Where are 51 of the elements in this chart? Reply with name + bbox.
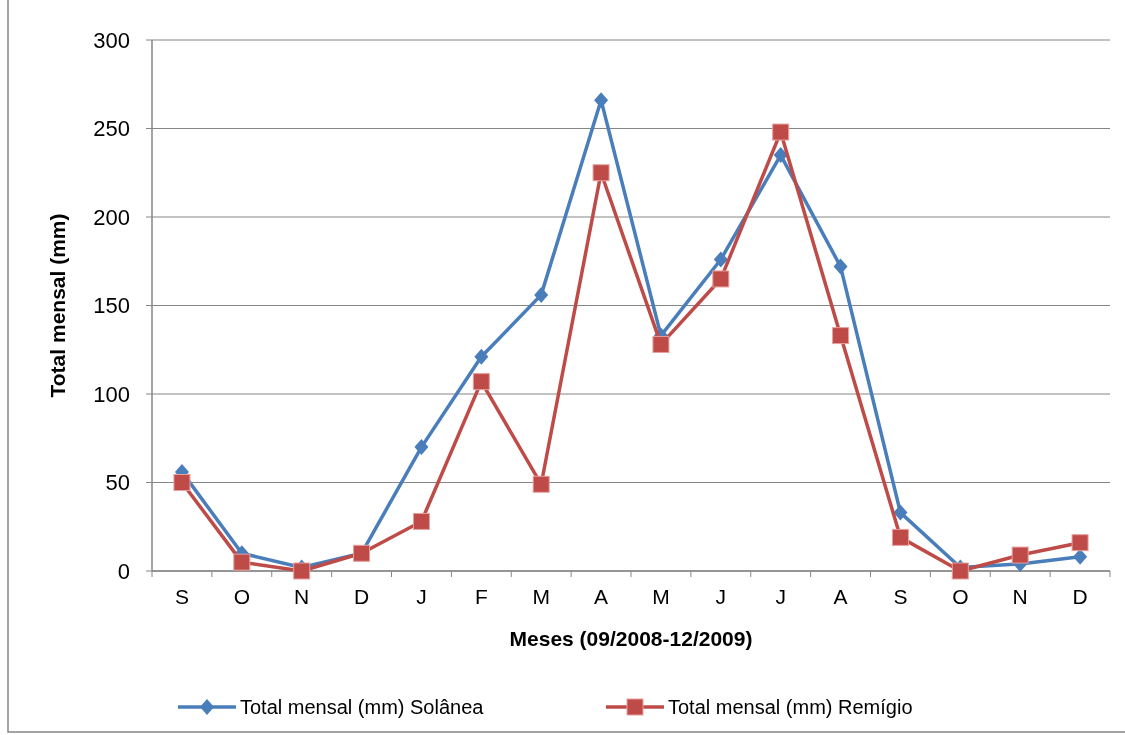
point [592, 164, 610, 182]
point [652, 335, 670, 353]
x-tick-label: F [474, 585, 488, 608]
y-tick-label: 200 [93, 204, 130, 230]
legend-label: Total mensal (mm) Solânea [240, 696, 485, 718]
x-tick-label: D [353, 585, 370, 608]
point [891, 528, 909, 546]
point [773, 147, 788, 164]
point [233, 553, 251, 571]
x-axis-title: Meses (09/2008-12/2009) [509, 627, 753, 650]
point [472, 373, 490, 391]
x-tick-label: A [594, 585, 609, 608]
point [1071, 534, 1089, 552]
y-tick-label: 250 [93, 116, 130, 142]
x-tick-label: S [893, 585, 908, 608]
x-tick-label: A [833, 585, 848, 608]
x-tick-label: D [1072, 585, 1088, 608]
point [173, 474, 191, 491]
point [412, 512, 430, 530]
point [532, 475, 550, 493]
y-tick-label: 150 [93, 293, 130, 319]
x-tick-label: J [715, 585, 727, 608]
legend-label: Total mensal (mm) Remígio [668, 696, 913, 718]
x-tick-label: S [174, 585, 189, 608]
point [1011, 546, 1029, 564]
x-tick-label: M [532, 585, 550, 608]
x-tick-label: J [775, 585, 786, 608]
point [534, 286, 549, 303]
point [832, 327, 850, 345]
point [1073, 548, 1088, 565]
x-tick-label: N [1012, 585, 1028, 608]
point [951, 562, 969, 580]
y-tick-label: 50 [105, 470, 130, 496]
point [713, 251, 728, 268]
point [712, 270, 730, 288]
x-tick-label: N [294, 585, 310, 608]
point [893, 504, 908, 521]
x-tick-label: O [952, 585, 969, 608]
x-tick-label: J [416, 585, 427, 608]
point [474, 348, 489, 365]
y-tick-label: 100 [93, 381, 130, 407]
x-tick-label: O [233, 585, 250, 608]
point [772, 123, 790, 141]
y-tick-label: 0 [117, 558, 130, 584]
y-tick-label: 300 [93, 27, 130, 53]
point [414, 439, 429, 456]
y-axis-title: Total mensal (mm) [46, 213, 69, 398]
x-tick-label: M [652, 585, 670, 608]
point [293, 562, 311, 580]
point [594, 92, 609, 109]
point [833, 258, 848, 275]
